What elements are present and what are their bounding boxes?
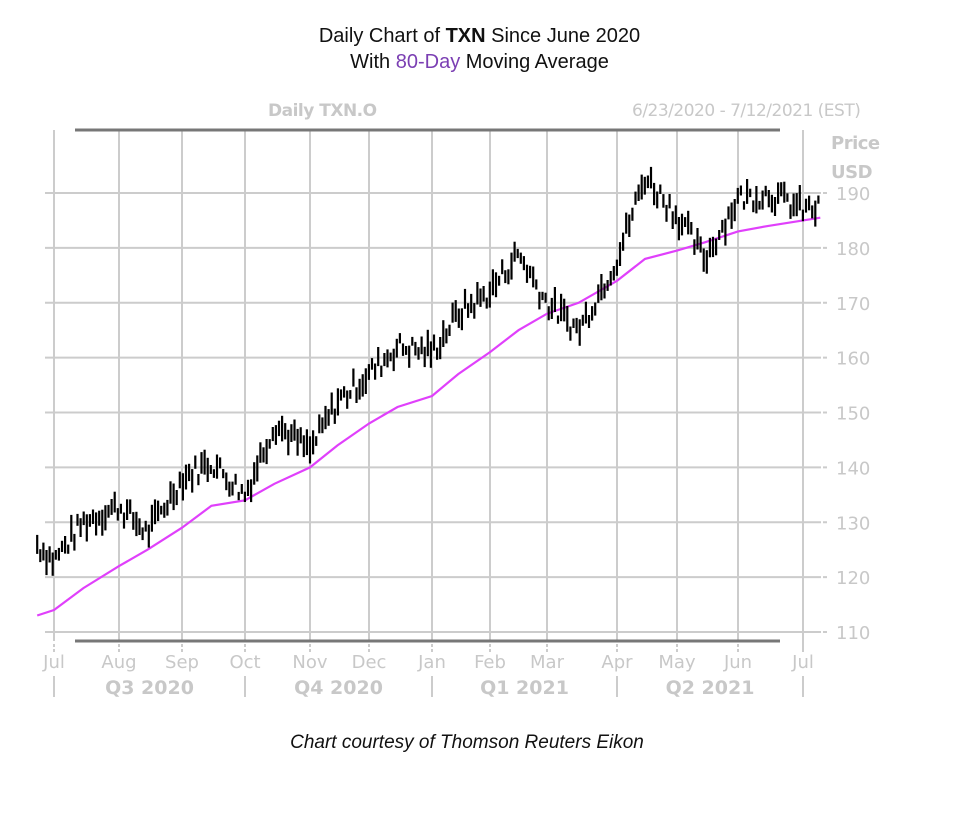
y-tick-label: 150 [836, 404, 870, 425]
x-month-label: Jan [417, 652, 446, 673]
x-quarter-label: Q2 2021 [666, 677, 755, 699]
y-axis-label-usd: USD [831, 162, 873, 183]
x-month-label: Dec [352, 652, 387, 673]
y-tick-label: 110 [836, 623, 870, 644]
x-month-label: Sep [165, 652, 199, 673]
instrument-label: Daily TXN.O [268, 101, 377, 121]
x-quarter-label: Q4 2020 [294, 677, 383, 699]
y-tick-label: 130 [836, 513, 870, 534]
subtitle-suffix: Moving Average [460, 51, 609, 73]
y-axis-label-price: Price [831, 133, 880, 154]
subtitle-prefix: With [350, 51, 396, 73]
x-month-label: Nov [292, 652, 327, 673]
x-month-label: May [658, 652, 696, 673]
y-tick-label: 120 [836, 568, 870, 589]
y-tick-label: 170 [836, 294, 870, 315]
date-range-label: 6/23/2020 - 7/12/2021 (EST) [632, 101, 861, 121]
chart-title-line2: With 80-Day Moving Average [0, 50, 959, 74]
chart-title-line1: Daily Chart of TXN Since June 2020 [0, 24, 959, 48]
chart-caption: Chart courtesy of Thomson Reuters Eikon [290, 732, 644, 753]
x-quarter-label: Q3 2020 [105, 677, 194, 699]
x-month-label: Jun [723, 652, 752, 673]
y-tick-label: 160 [836, 349, 870, 370]
x-month-label: Jul [791, 652, 814, 673]
subtitle-accent: 80-Day [395, 51, 461, 73]
x-quarter-label: Q1 2021 [480, 677, 569, 699]
x-month-label: Mar [530, 652, 565, 673]
x-month-label: Jul [42, 652, 65, 673]
x-month-label: Aug [101, 652, 136, 673]
title-suffix: Since June 2020 [485, 25, 641, 47]
title-prefix: Daily Chart of [318, 25, 446, 47]
title-ticker: TXN [445, 25, 486, 47]
y-tick-label: 190 [836, 184, 870, 205]
x-month-label: Oct [229, 652, 260, 673]
y-tick-label: 140 [836, 458, 870, 479]
x-month-label: Apr [601, 652, 633, 673]
y-tick-label: 180 [836, 239, 870, 260]
moving-average-line [36, 216, 821, 617]
x-month-label: Feb [474, 652, 506, 673]
